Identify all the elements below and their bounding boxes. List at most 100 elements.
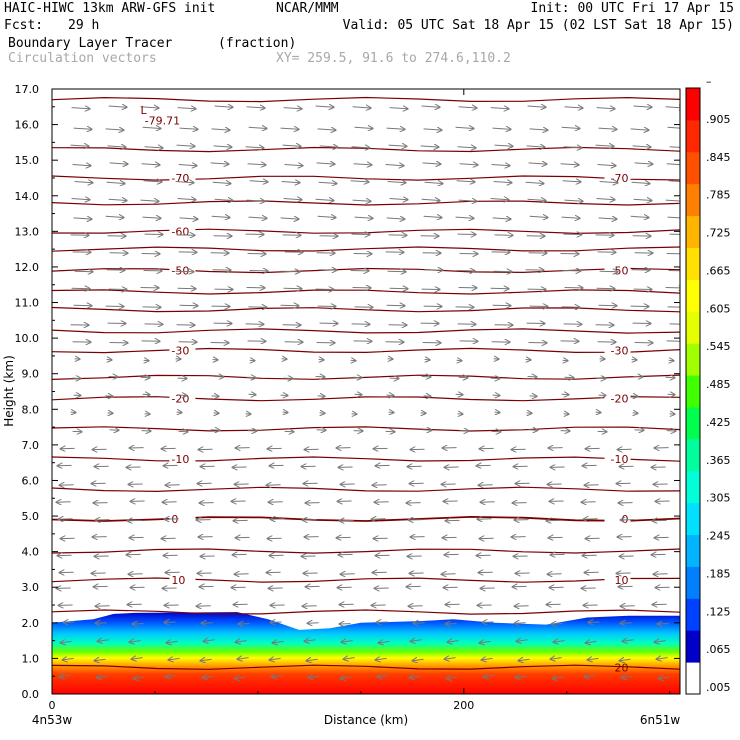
colorbar-swatch [686,598,700,631]
circulation-vector [60,675,71,677]
temperature-contour-line [52,347,680,354]
circulation-vector [273,641,284,643]
y-tick-label: 9.0 [22,368,40,381]
x-axis-label: Distance (km) [324,713,408,727]
circulation-vector [214,199,233,200]
contour-label-background [169,344,196,357]
circulation-vector [144,147,163,148]
circulation-vector [108,106,127,107]
y-tick-label: 1.0 [22,652,40,665]
circulation-vector [633,106,652,107]
circulation-vector [246,200,265,201]
circulation-vector [598,128,617,129]
temperature-contour-label: 10 [171,574,185,587]
circulation-vector [630,216,649,217]
y-tick-label: 5.0 [22,510,40,523]
circulation-vector [95,659,106,661]
y-tick-label: 0.0 [22,688,40,701]
circulation-vector [166,675,177,677]
colorbar-frame [685,87,701,695]
circulation-vector [517,640,528,642]
circulation-vector [527,106,546,107]
temperature-contour-label: -60 [171,225,189,238]
circulation-vector [623,640,634,642]
y-tick-label: 14.0 [15,190,40,203]
circulation-vector [142,127,161,128]
circulation-vector [283,108,302,109]
y-tick-label: 8.0 [22,403,40,416]
circulation-vector [249,181,268,182]
circulation-vector [491,165,510,166]
circulation-vector [458,200,477,201]
circulation-vector [561,217,580,218]
circulation-vector [245,147,264,148]
circulation-vector [389,199,408,200]
circulation-vector [519,659,530,661]
circulation-vector [109,163,128,164]
circulation-vector [179,218,198,219]
init-time: Init: 00 UTC Fri 17 Apr 15 [530,1,735,16]
colorbar-swatch [686,566,700,599]
colorbar-swatch [686,502,700,535]
temperature-contour-label: 0 [171,513,178,526]
circulation-vector [352,107,371,108]
temperature-contour-label: -70 [171,172,189,185]
circulation-vector [588,658,599,660]
y-tick-label: 3.0 [22,581,40,594]
circulation-vector [411,640,422,642]
circulation-vector [528,163,547,164]
circulation-vector [455,217,474,218]
contour-label-background [169,574,196,587]
colorbar-swatch [686,247,700,280]
colorbar-label: .845 [706,151,731,164]
circulation-vector [386,128,405,129]
circulation-vector [596,199,615,200]
circulation-vector [318,182,337,183]
colorbar-swatch [686,630,700,663]
circulation-vector [598,218,617,219]
temperature-contour-line [52,548,680,554]
colorbar-swatch [686,343,700,376]
circulation-vector [659,677,670,679]
circulation-vector [352,200,371,201]
temperature-contour-line [52,664,680,670]
temperature-contour-label: 10 [615,574,629,587]
circulation-vector [71,199,90,200]
colorbar-label: .605 [706,302,731,315]
contour-label-background [604,574,631,587]
circulation-vector [632,146,651,147]
circulation-vector [379,641,390,643]
circulation-vector [553,677,564,679]
temperature-contour-line [52,456,680,462]
circulation-vector [492,218,511,219]
circulation-vector [666,164,680,165]
temperature-contour-label: -30 [171,345,189,358]
y-tick-label: 4.0 [22,546,40,559]
y-tick-label: 17.0 [15,83,40,96]
y-tick-label: 16.0 [15,119,40,132]
circulation-vector [73,218,92,219]
contour-label-background [604,171,631,184]
circulation-vector [283,199,302,200]
circulation-vector [665,200,680,201]
colorbar-label: .545 [706,340,731,353]
colorbar-swatch [686,119,700,153]
circulation-vector [448,641,459,643]
y-axis-label: Height (km) [2,355,16,426]
colorbar-label: .185 [706,567,731,580]
circulation-vector [97,676,108,678]
circulation-vector [317,216,336,217]
colorbar-swatch [686,279,700,312]
field-units: (fraction) [218,36,297,51]
model-title: HAIC-HIWC 13km ARW-GFS init [4,1,216,16]
circulation-vector [105,216,124,217]
circulation-vector [596,108,615,109]
circulation-vector [107,146,126,147]
colorbar-swatch [686,375,700,408]
colorbar-swatch [686,151,700,185]
circulation-vector [130,641,141,643]
circulation-vector [387,182,406,183]
circulation-vector [445,658,456,660]
circulation-vector [490,199,509,200]
